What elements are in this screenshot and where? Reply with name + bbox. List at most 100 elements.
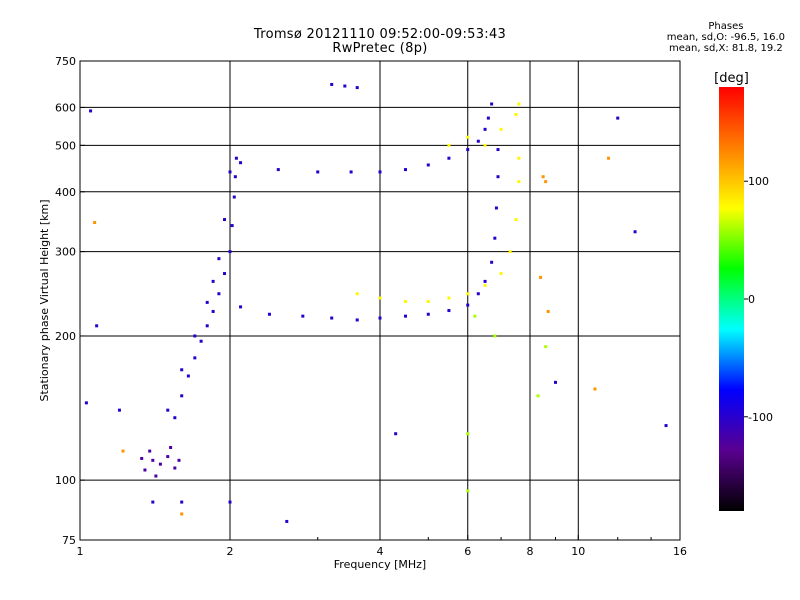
data-point (483, 279, 487, 283)
chart-subtitle: RwPretec (8p) (332, 41, 428, 56)
data-point (180, 368, 184, 372)
data-point (494, 206, 498, 210)
data-point (473, 314, 477, 318)
data-point (177, 458, 181, 462)
data-point (186, 374, 190, 378)
colorbar-tick-label: -100 (748, 411, 773, 424)
x-tick-label: 6 (464, 545, 471, 558)
data-point (466, 292, 470, 296)
data-point (217, 257, 221, 261)
data-point (496, 175, 500, 179)
data-point (343, 84, 347, 88)
data-point (228, 170, 232, 174)
data-point (180, 512, 184, 516)
data-point (466, 135, 470, 139)
data-point (330, 82, 334, 86)
x-tick-label: 4 (377, 545, 384, 558)
data-point (466, 148, 470, 152)
colorbar-tick-label: 0 (748, 293, 755, 306)
data-point (633, 230, 637, 234)
data-point (466, 489, 470, 493)
data-point (496, 148, 500, 152)
data-point (232, 195, 236, 199)
data-point (553, 380, 557, 384)
data-point (541, 175, 545, 179)
phases-mean-x: mean, sd,X: 81.8, 19.2 (669, 43, 783, 54)
data-point (546, 309, 550, 313)
data-point (355, 292, 359, 296)
data-point (148, 449, 152, 453)
data-point (490, 102, 494, 106)
data-point (394, 432, 398, 436)
data-point (447, 296, 451, 300)
data-point (426, 300, 430, 304)
colorbar-tick-label: 100 (748, 175, 769, 188)
data-point (508, 250, 512, 254)
data-point (239, 161, 243, 165)
data-point (193, 356, 197, 360)
data-point (173, 466, 177, 470)
data-point (514, 218, 518, 222)
data-point (607, 156, 611, 160)
data-point (228, 500, 232, 504)
phases-heading: Phases (708, 21, 744, 32)
data-point (169, 445, 173, 449)
data-point (173, 416, 177, 420)
data-point (536, 394, 540, 398)
data-point (499, 272, 503, 276)
x-tick-label: 8 (527, 545, 534, 558)
data-point (517, 102, 521, 106)
data-point (378, 296, 382, 300)
data-point (403, 314, 407, 318)
data-point (285, 519, 289, 523)
data-point (234, 156, 238, 160)
data-point (230, 224, 234, 228)
data-point (223, 272, 227, 276)
x-tick-label: 1 (77, 545, 84, 558)
y-tick-label: 200 (55, 330, 76, 343)
data-point (403, 168, 407, 172)
data-point (158, 462, 162, 466)
data-point (199, 339, 203, 343)
data-point (483, 127, 487, 131)
y-tick-label: 300 (55, 246, 76, 259)
data-point (447, 309, 451, 313)
data-point (217, 292, 221, 296)
data-point (349, 170, 353, 174)
data-point (483, 283, 487, 287)
data-point (544, 345, 548, 349)
y-tick-label: 600 (55, 101, 76, 114)
data-point (228, 250, 232, 254)
data-point (593, 387, 597, 391)
data-point (211, 279, 215, 283)
data-point (301, 314, 305, 318)
data-point (493, 334, 497, 338)
data-point (233, 175, 237, 179)
data-point (117, 408, 121, 412)
data-point (355, 86, 359, 90)
data-point (239, 305, 243, 309)
data-point (544, 180, 548, 184)
data-point (93, 221, 97, 225)
data-point (151, 458, 155, 462)
chart-title: Tromsø 20121110 09:52:00-09:53:43 (253, 27, 507, 42)
data-point (403, 300, 407, 304)
data-point (466, 432, 470, 436)
data-point (426, 312, 430, 316)
data-point (205, 300, 209, 304)
x-tick-label: 10 (571, 545, 585, 558)
phases-info: Phases mean, sd,O: -96.5, 16.0 mean, sd,… (667, 21, 785, 54)
y-tick-label: 500 (55, 139, 76, 152)
data-point (193, 334, 197, 338)
data-point (490, 260, 494, 264)
y-axis-label: Stationary phase Virtual Height [km] (38, 199, 51, 401)
data-point (466, 303, 470, 307)
data-point (276, 168, 280, 172)
y-tick-label: 75 (62, 534, 76, 547)
data-point (180, 394, 184, 398)
data-point (267, 312, 271, 316)
data-point (517, 156, 521, 160)
data-point (447, 156, 451, 160)
phases-mean-o: mean, sd,O: -96.5, 16.0 (666, 32, 785, 43)
y-tick-label: 750 (55, 55, 76, 68)
